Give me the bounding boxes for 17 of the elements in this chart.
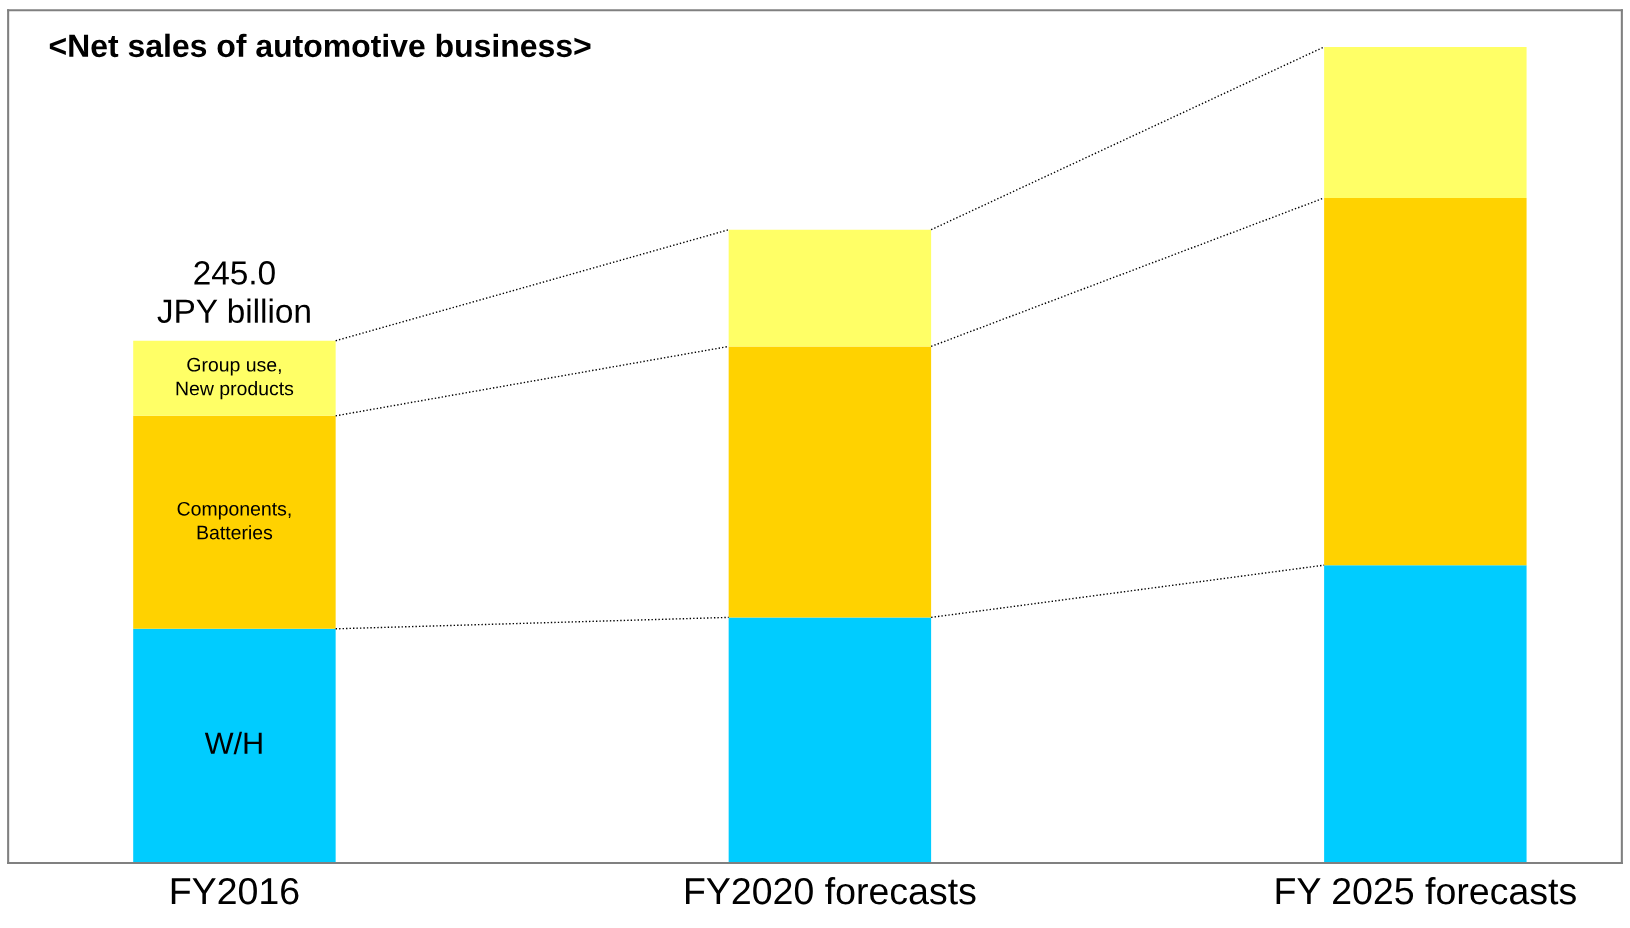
bar: [728, 346, 932, 618]
series-label: Components, Batteries: [177, 501, 291, 540]
bar: [728, 617, 932, 864]
bar: [133, 628, 336, 864]
series-label: Group use, New products: [176, 357, 294, 400]
bar: [133, 340, 336, 416]
chart-title: <Net sales of automotive business>: [49, 33, 591, 58]
bar: [133, 415, 336, 629]
x-tick-label: FY2020 forecasts: [686, 876, 976, 905]
annotation: 245.0 JPY billion: [157, 261, 310, 324]
bar: [1324, 197, 1527, 566]
bar: [728, 229, 932, 347]
x-tick-label: FY2016: [171, 877, 299, 905]
bar: [1324, 565, 1527, 864]
x-tick-label: FY 2025 forecasts: [1276, 876, 1576, 905]
bar: [1324, 46, 1527, 198]
series-label: W/H: [204, 731, 262, 755]
